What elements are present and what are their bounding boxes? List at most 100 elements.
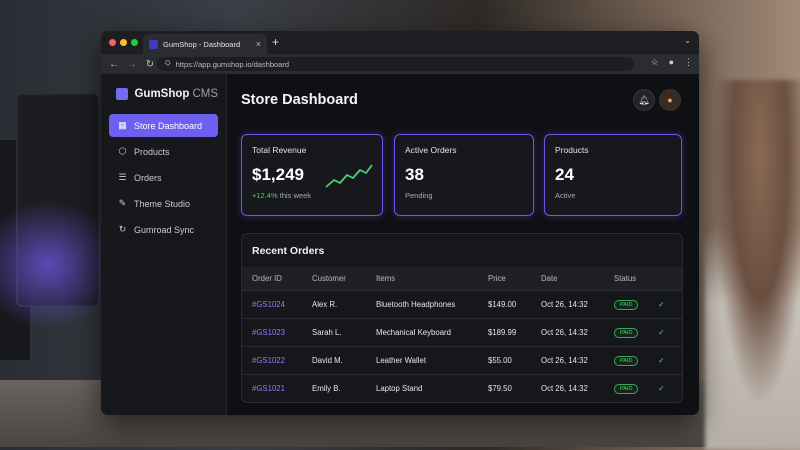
column-header[interactable]: Items <box>376 267 488 291</box>
recent-orders-panel: Recent Orders Order ID Customer Items Pr… <box>241 233 683 403</box>
revenue-sparkline-icon <box>325 164 373 188</box>
item-cell: Bluetooth Headphones <box>376 290 488 319</box>
price-cell: $79.50 <box>488 374 541 402</box>
tab-list-chevron-icon[interactable]: ⌄ <box>684 36 691 45</box>
reload-icon[interactable]: ↻ <box>145 58 155 70</box>
status-cell: PAID <box>614 290 658 319</box>
favicon-icon <box>149 39 158 49</box>
recent-orders-title: Recent Orders <box>252 245 325 257</box>
customer-cell: Sarah L. <box>312 318 376 347</box>
sidebar-item-label: Gumroad Sync <box>134 224 195 235</box>
item-cell: Laptop Stand <box>376 374 488 402</box>
sidebar-item-store-dashboard[interactable]: ▦ Store Dashboard <box>109 114 218 137</box>
back-icon[interactable]: ← <box>109 58 119 70</box>
background-glow <box>0 200 120 330</box>
table-row[interactable]: #GS1023 Sarah L. Mechanical Keyboard $18… <box>242 318 682 347</box>
sidebar-item-label: Orders <box>134 172 162 183</box>
user-avatar[interactable]: ● <box>659 89 681 111</box>
sidebar: GumShop CMS ▦ Store Dashboard ⬡ Products… <box>101 74 227 415</box>
browser-menu-icon[interactable]: ⋮ <box>684 57 693 67</box>
sidebar-item-label: Store Dashboard <box>134 120 203 131</box>
date-cell: Oct 26, 14:32 <box>541 318 614 347</box>
order-id-link[interactable]: #GS1023 <box>242 318 312 347</box>
orders-sub: Pending <box>405 191 433 200</box>
minimize-window-button[interactable] <box>120 39 127 46</box>
close-tab-icon[interactable]: × <box>255 39 261 49</box>
table-header-row: Order ID Customer Items Price Date Statu… <box>242 267 682 291</box>
maximize-window-button[interactable] <box>131 39 138 46</box>
date-cell: Oct 26, 14:32 <box>541 290 614 319</box>
status-cell: PAID <box>614 318 658 347</box>
customer-cell: Alex R. <box>312 290 376 319</box>
browser-window: GumShop - Dashboard × + ⌄ ← → ↻ ⛭ https:… <box>101 31 699 415</box>
status-badge: PAID <box>614 300 639 310</box>
active-orders-card[interactable]: Active Orders 38 Pending <box>394 134 534 216</box>
bell-icon: 🔔︎ <box>638 94 650 105</box>
price-cell: $189.99 <box>488 318 541 347</box>
products-label: Products <box>555 145 589 155</box>
revenue-change-suffix: this week <box>279 191 312 200</box>
sync-icon: ↻ <box>118 224 127 234</box>
products-card[interactable]: Products 24 Active <box>544 134 682 216</box>
forward-icon[interactable]: → <box>127 58 137 70</box>
close-window-button[interactable] <box>109 39 116 46</box>
background-person <box>705 80 800 450</box>
column-header[interactable]: Order ID <box>242 267 312 291</box>
date-cell: Oct 26, 14:32 <box>541 346 614 375</box>
item-cell: Mechanical Keyboard <box>376 318 488 347</box>
logo-brand: GumShop <box>134 88 190 100</box>
item-cell: Leather Wallet <box>376 346 488 375</box>
table-row[interactable]: #GS1021 Emily B. Laptop Stand $79.50 Oct… <box>242 374 682 402</box>
clipboard-icon: ☰ <box>118 172 127 182</box>
avatar-icon: ● <box>667 95 673 105</box>
orders-table: Order ID Customer Items Price Date Statu… <box>242 267 682 402</box>
grid-icon: ▦ <box>118 120 127 130</box>
status-badge: PAID <box>614 328 639 338</box>
check-icon: ✓ <box>658 318 682 347</box>
column-header[interactable]: Price <box>488 267 541 291</box>
column-header[interactable]: Customer <box>312 267 376 291</box>
tab-title: GumShop - Dashboard <box>163 39 241 49</box>
column-header[interactable]: Date <box>541 267 614 291</box>
sidebar-item-orders[interactable]: ☰ Orders <box>109 166 218 189</box>
total-revenue-card[interactable]: Total Revenue $1,249 +12.4% this week <box>241 134 383 216</box>
order-id-link[interactable]: #GS1021 <box>242 374 312 402</box>
status-badge: PAID <box>614 384 639 394</box>
profile-icon[interactable]: ● <box>668 57 674 67</box>
box-icon: ⬡ <box>118 146 127 156</box>
orders-label: Active Orders <box>405 145 457 155</box>
site-info-icon[interactable]: ⛭ <box>165 60 171 67</box>
price-cell: $149.00 <box>488 290 541 319</box>
table-row[interactable]: #GS1022 David M. Leather Wallet $55.00 O… <box>242 346 682 375</box>
revenue-change-percent: +12.4% <box>252 191 278 200</box>
brush-icon: ✎ <box>118 198 127 208</box>
sidebar-item-label: Theme Studio <box>134 198 191 209</box>
app-content: GumShop CMS ▦ Store Dashboard ⬡ Products… <box>101 74 699 415</box>
logo-cms: CMS <box>192 88 218 100</box>
brand-logo[interactable]: GumShop CMS <box>116 88 218 100</box>
new-tab-button[interactable]: + <box>272 35 280 49</box>
order-id-link[interactable]: #GS1024 <box>242 290 312 319</box>
price-cell: $55.00 <box>488 346 541 375</box>
url-text: https://app.gumshop.io/dashboard <box>175 59 290 69</box>
main-panel: Store Dashboard 🔔︎ ● Total Revenue $1,24… <box>227 74 699 415</box>
revenue-value: $1,249 <box>252 165 304 184</box>
status-cell: PAID <box>614 374 658 402</box>
column-header[interactable]: Status <box>614 267 658 291</box>
table-row[interactable]: #GS1024 Alex R. Bluetooth Headphones $14… <box>242 290 682 319</box>
page-title: Store Dashboard <box>241 92 358 108</box>
url-field[interactable]: ⛭ https://app.gumshop.io/dashboard <box>157 57 634 71</box>
browser-tab[interactable]: GumShop - Dashboard × <box>143 34 267 54</box>
sidebar-item-products[interactable]: ⬡ Products <box>109 140 218 163</box>
check-icon: ✓ <box>658 290 682 319</box>
notifications-button[interactable]: 🔔︎ <box>633 89 655 111</box>
order-id-link[interactable]: #GS1022 <box>242 346 312 375</box>
sidebar-item-label: Products <box>134 146 170 157</box>
customer-cell: Emily B. <box>312 374 376 402</box>
sidebar-item-theme-studio[interactable]: ✎ Theme Studio <box>109 192 218 215</box>
sidebar-item-gumroad-sync[interactable]: ↻ Gumroad Sync <box>109 218 218 241</box>
tab-bar: GumShop - Dashboard × + ⌄ <box>101 31 699 54</box>
window-controls <box>109 39 138 46</box>
revenue-label: Total Revenue <box>252 145 307 155</box>
bookmark-star-icon[interactable]: ☆ <box>650 57 659 67</box>
